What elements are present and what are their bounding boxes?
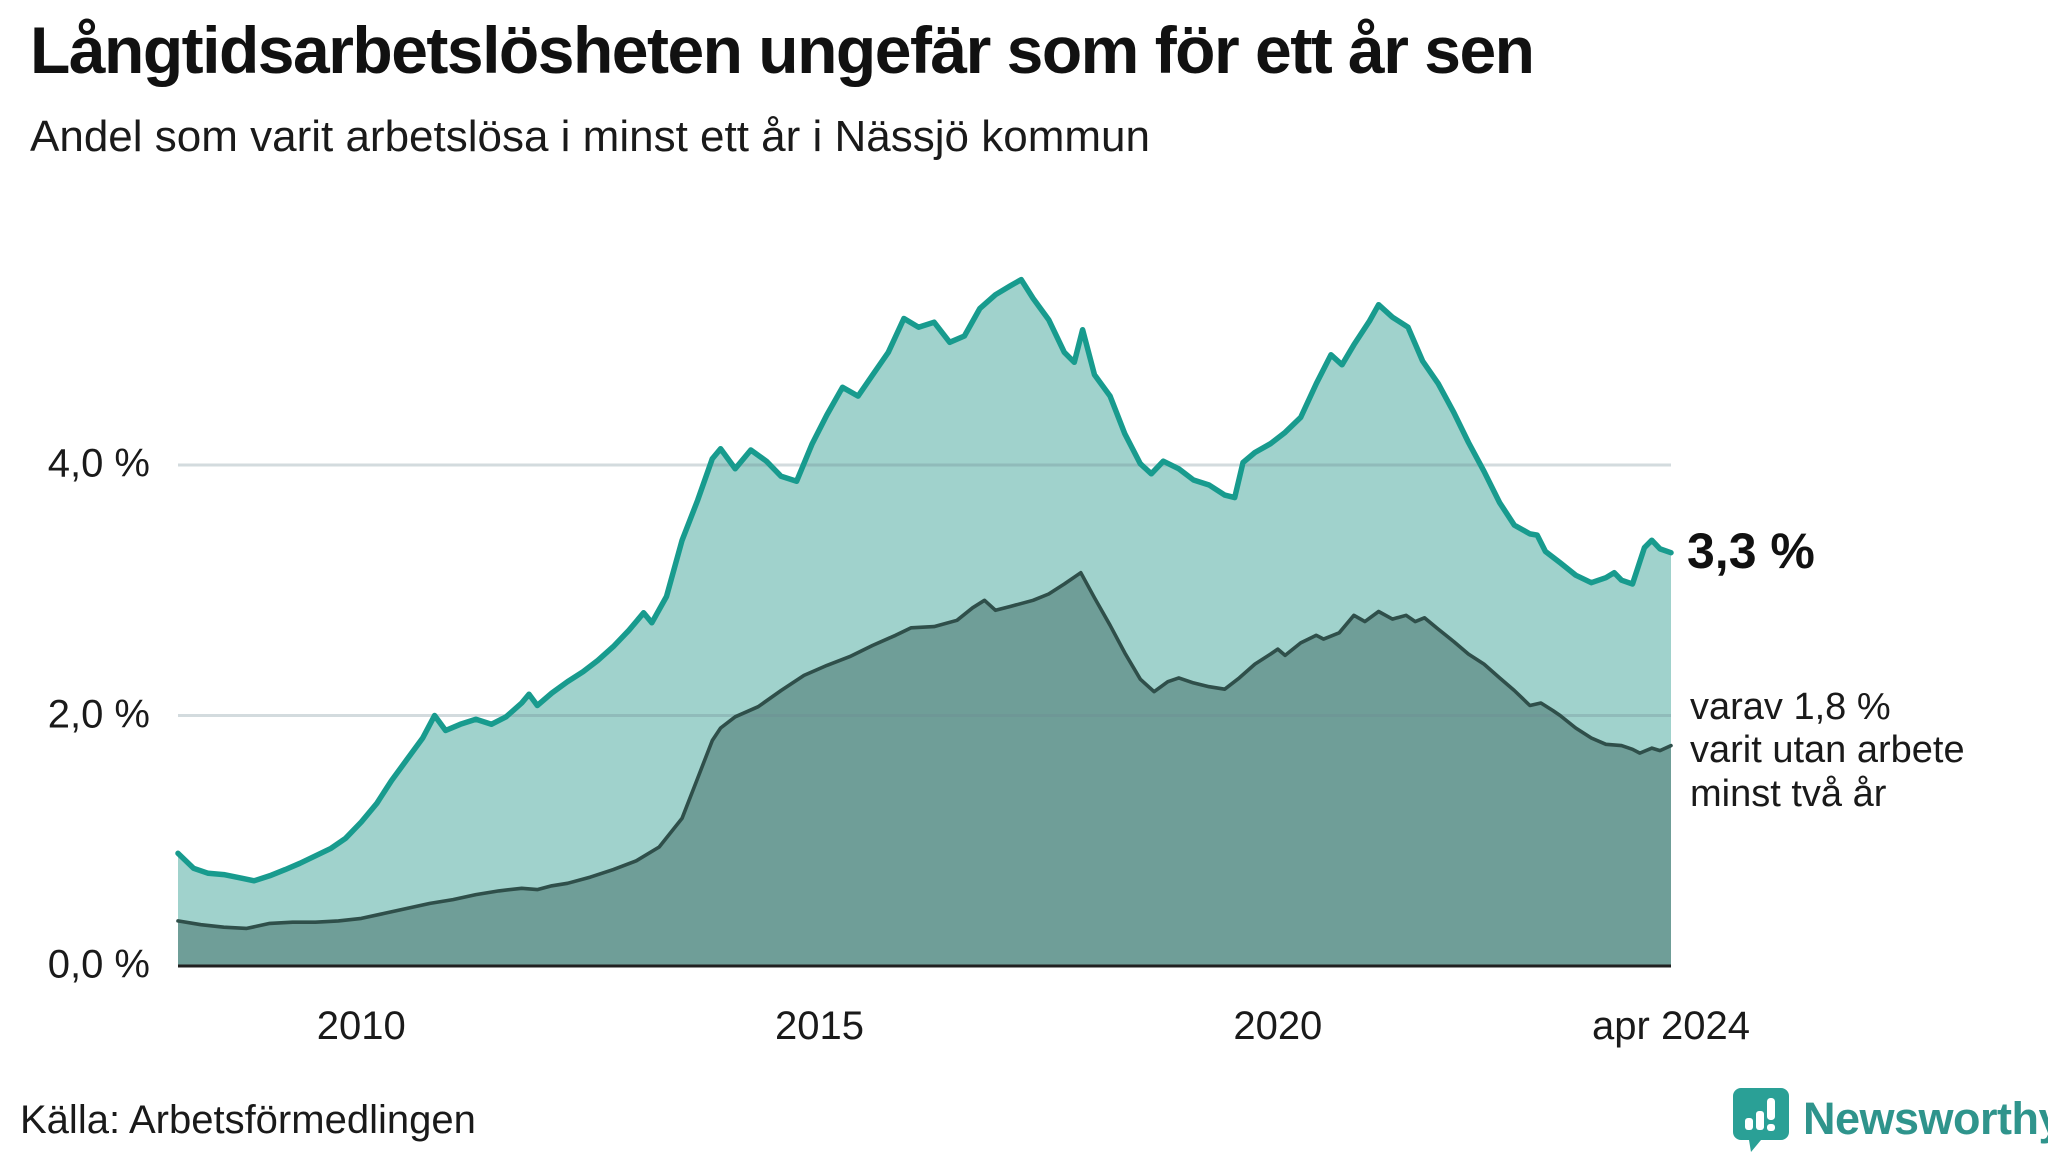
y-tick-label-0: 0,0 % — [47, 942, 150, 987]
newsworthy-logo-icon — [1733, 1086, 1791, 1152]
newsworthy-logo-text: Newsworthy — [1803, 1093, 2048, 1144]
x-tick-label-2010: 2010 — [316, 1004, 406, 1048]
annotation-line: varit utan arbete — [1690, 729, 1965, 772]
y-tick-label-4: 4,0 % — [47, 441, 150, 486]
page-subtitle: Andel som varit arbetslösa i minst ett å… — [30, 112, 1150, 161]
line-series-one-year — [175, 276, 1674, 884]
y-tick-label-2: 2,0 % — [47, 692, 150, 737]
page-title: Långtidsarbetslösheten ungefär som för e… — [30, 13, 1535, 87]
annotation-line: minst två år — [1690, 772, 1887, 815]
x-tick-label-2015: 2015 — [775, 1004, 865, 1048]
latest-value-label: 3,3 % — [1687, 523, 1815, 579]
newsworthy-logo: Newsworthy — [1733, 1086, 2048, 1152]
line-series-two-years — [176, 570, 1673, 931]
x-tick-label-apr-2024: apr 2024 — [1592, 1004, 1750, 1048]
two-year-annotation: varav 1,8 % varit utan arbete minst två … — [1690, 686, 1965, 816]
source-caption: Källa: Arbetsförmedlingen — [20, 1098, 476, 1142]
area-series-two-years — [178, 572, 1671, 966]
annotation-line: varav 1,8 % — [1690, 686, 1891, 728]
x-tick-label-2020: 2020 — [1233, 1004, 1323, 1048]
